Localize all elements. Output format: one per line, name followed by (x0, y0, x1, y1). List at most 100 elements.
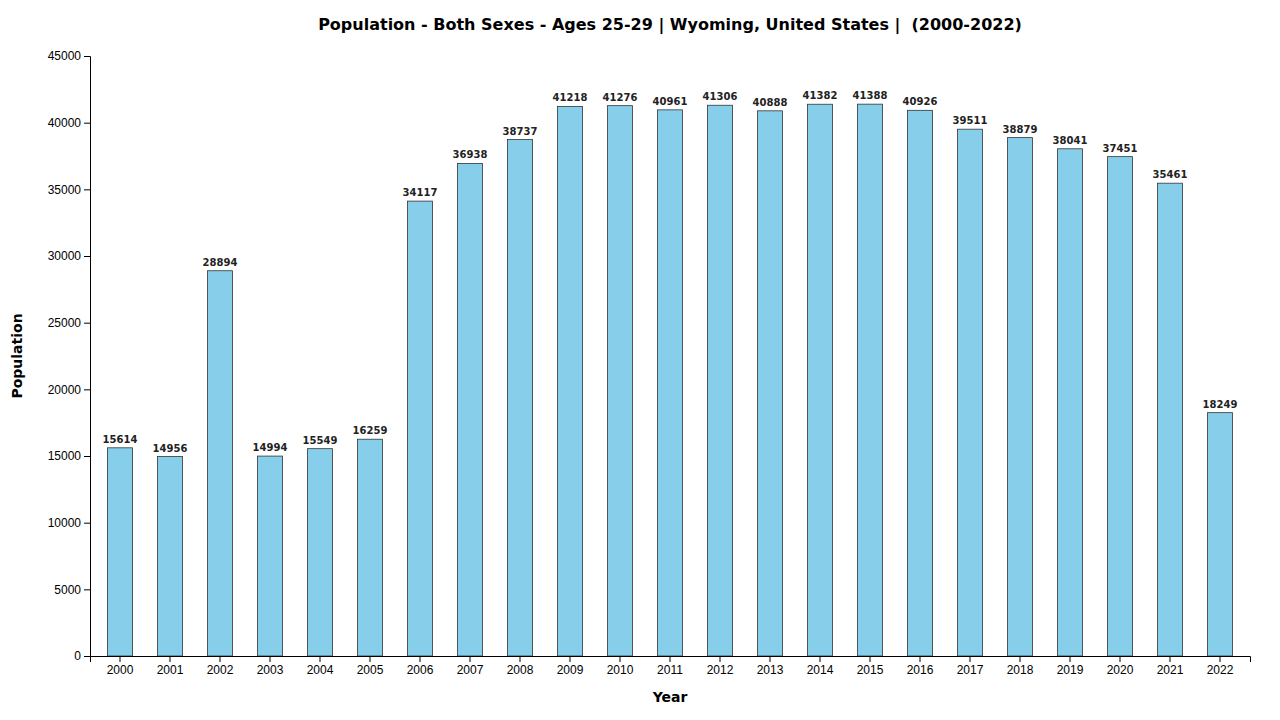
bar (708, 105, 733, 656)
data-label: 41382 (803, 90, 838, 101)
data-label: 34117 (403, 187, 438, 198)
x-tick-mark (270, 656, 271, 662)
y-tick: 0 (74, 649, 90, 663)
bar (758, 111, 783, 656)
y-tick-mark (84, 456, 90, 457)
x-tick-mark (320, 656, 321, 662)
y-tick: 35000 (48, 183, 90, 197)
bar (258, 456, 283, 656)
x-tick: 2012 (707, 656, 734, 677)
x-tick: 2022 (1207, 656, 1234, 677)
x-tick: 2016 (907, 656, 934, 677)
y-tick-mark (84, 323, 90, 324)
bar (1008, 138, 1033, 656)
bar (1058, 149, 1083, 656)
data-label: 14994 (253, 442, 288, 453)
x-tick-mark (770, 656, 771, 662)
x-tick-label: 2010 (607, 663, 634, 677)
data-labels: 1561414956288941499415549162593411736938… (103, 90, 1238, 453)
y-tick-label: 35000 (48, 183, 82, 197)
x-tick-label: 2004 (307, 663, 334, 677)
data-label: 36938 (453, 149, 488, 160)
x-tick-mark (720, 656, 721, 662)
x-tick-label: 2012 (707, 663, 734, 677)
x-tick: 2009 (557, 656, 584, 677)
data-label: 41388 (853, 90, 888, 101)
x-tick-label: 2009 (557, 663, 584, 677)
bar (508, 140, 533, 656)
bar (958, 129, 983, 656)
y-tick-label: 0 (74, 649, 81, 663)
plot-area: 1561414956288941499415549162593411736938… (48, 49, 1251, 676)
data-label: 18249 (1203, 399, 1238, 410)
x-tick-mark (670, 656, 671, 662)
x-tick: 2019 (1057, 656, 1084, 677)
x-tick: 2007 (457, 656, 484, 677)
x-tick-label: 2000 (107, 663, 134, 677)
y-tick-label: 20000 (48, 383, 82, 397)
x-tick-label: 2015 (857, 663, 884, 677)
data-label: 35461 (1153, 169, 1188, 180)
bar (808, 104, 833, 656)
y-tick-mark (84, 123, 90, 124)
data-label: 28894 (203, 257, 238, 268)
y-tick-mark (84, 389, 90, 390)
chart: 1561414956288941499415549162593411736938… (0, 0, 1280, 720)
data-label: 41276 (603, 92, 638, 103)
data-label: 14956 (153, 443, 188, 454)
x-tick-mark (1220, 656, 1221, 662)
data-label: 41306 (703, 91, 738, 102)
data-label: 37451 (1103, 143, 1138, 154)
x-tick-label: 2006 (407, 663, 434, 677)
bar (158, 457, 183, 656)
x-tick-mark (470, 656, 471, 662)
y-tick: 30000 (48, 249, 90, 263)
y-tick-label: 10000 (48, 516, 82, 530)
y-tick-mark (84, 189, 90, 190)
bar (558, 106, 583, 656)
x-tick: 2021 (1157, 656, 1184, 677)
data-label: 15614 (103, 434, 138, 445)
x-tick-label: 2021 (1157, 663, 1184, 677)
bar (858, 104, 883, 656)
x-tick-mark (1020, 656, 1021, 662)
x-tick-label: 2003 (257, 663, 284, 677)
x-tick-label: 2011 (657, 663, 683, 677)
y-tick-label: 25000 (48, 316, 82, 330)
x-axis: 2000 2001 2002 2003 2004 2005 2006 2007 2008 2009… (91, 656, 1251, 677)
x-tick-mark (1070, 656, 1071, 662)
data-label: 16259 (353, 425, 388, 436)
y-tick: 25000 (48, 316, 90, 330)
bar (308, 449, 333, 656)
data-label: 38737 (503, 126, 538, 137)
x-tick-label: 2019 (1057, 663, 1084, 677)
y-tick-label: 15000 (48, 449, 82, 463)
x-tick-label: 2005 (357, 663, 384, 677)
x-tick-label: 2018 (1007, 663, 1034, 677)
x-tick-label: 2013 (757, 663, 784, 677)
x-tick: 2008 (507, 656, 534, 677)
x-tick: 2015 (857, 656, 884, 677)
y-tick-mark (84, 656, 90, 657)
y-tick: 10000 (48, 516, 90, 530)
y-tick-mark (84, 589, 90, 590)
y-tick: 5000 (54, 583, 90, 597)
y-tick-mark (84, 256, 90, 257)
x-tick-label: 2007 (457, 663, 484, 677)
x-tick-mark (570, 656, 571, 662)
data-label: 38879 (1003, 124, 1038, 135)
x-tick: 2002 (207, 656, 234, 677)
y-tick: 15000 (48, 449, 90, 463)
x-tick: 2011 (657, 656, 683, 677)
data-label: 40888 (753, 97, 788, 108)
bar (1108, 157, 1133, 656)
x-tick-mark (170, 656, 171, 662)
x-tick: 2001 (157, 656, 184, 677)
x-tick-mark (820, 656, 821, 662)
x-tick: 2014 (807, 656, 834, 677)
y-tick-label: 30000 (48, 249, 82, 263)
y-tick-label: 5000 (54, 583, 81, 597)
x-tick: 2018 (1007, 656, 1034, 677)
x-tick-mark (920, 656, 921, 662)
x-tick: 2013 (757, 656, 784, 677)
